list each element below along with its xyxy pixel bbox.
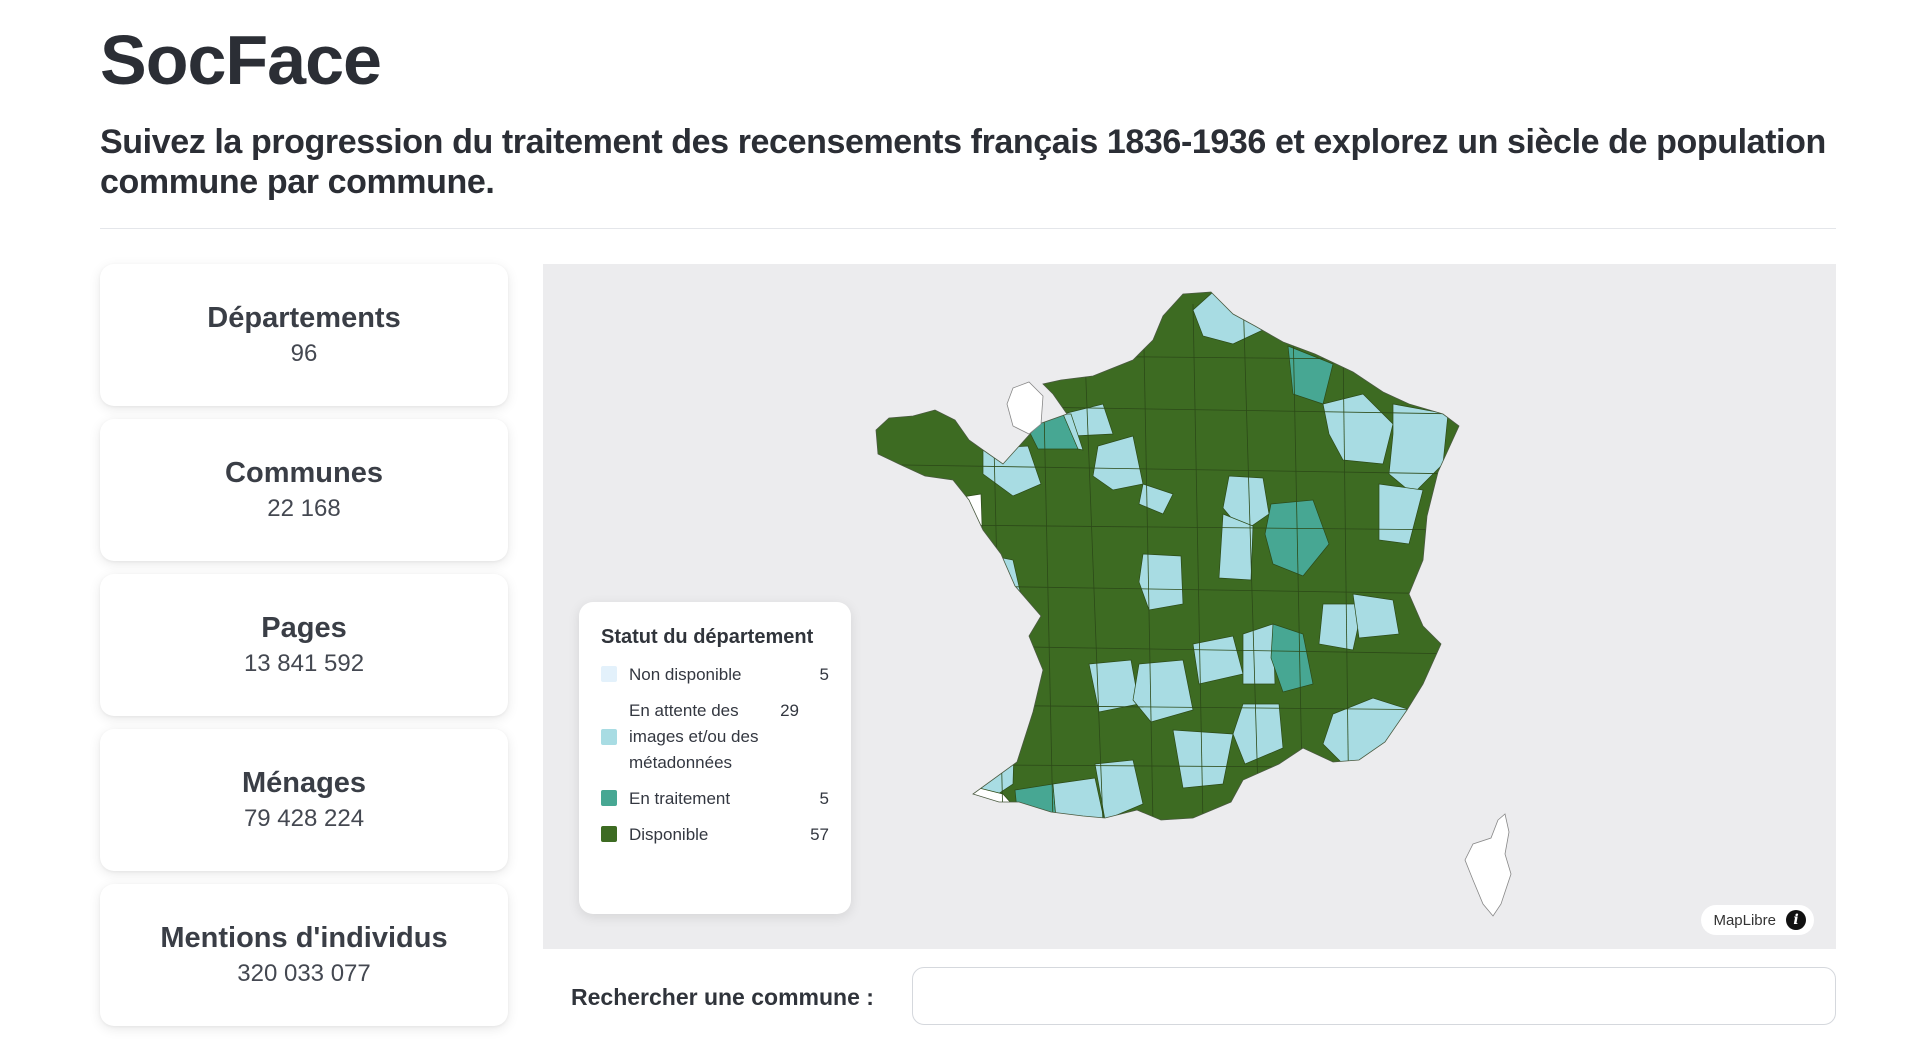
stat-value: 320 033 077 <box>237 960 371 987</box>
france-map[interactable]: Statut du département Non disponible 5 E… <box>543 264 1836 949</box>
stat-value: 79 428 224 <box>243 805 365 832</box>
app-title: SocFace <box>100 21 382 99</box>
legend-count: 5 <box>819 665 829 684</box>
legend-item-non-disponible: Non disponible 5 <box>601 662 829 688</box>
legend-label: Disponible <box>629 825 709 844</box>
legend-label: En attente des images et/ou des métadonn… <box>629 701 759 772</box>
stat-card-departements: Départements 96 <box>100 264 508 406</box>
legend-count: 57 <box>810 825 829 844</box>
legend-swatch <box>601 826 617 842</box>
attribution-text[interactable]: MapLibre <box>1713 911 1776 929</box>
stat-label: Ménages <box>241 767 367 799</box>
stat-value: 96 <box>290 340 318 367</box>
stat-card-pages: Pages 13 841 592 <box>100 574 508 716</box>
legend-swatch <box>601 666 617 682</box>
search-label: Rechercher une commune : <box>571 984 874 1010</box>
stat-value: 22 168 <box>267 495 341 522</box>
legend-swatch <box>601 790 617 806</box>
legend-label: En traitement <box>629 789 731 808</box>
info-icon[interactable]: i <box>1786 910 1806 930</box>
stats-panel: Départements 96 Communes 22 168 Pages 13… <box>100 264 508 1039</box>
stat-label: Mentions d'individus <box>160 922 448 954</box>
legend-item-en-traitement: En traitement 5 <box>601 786 829 812</box>
map-legend: Statut du département Non disponible 5 E… <box>579 602 851 914</box>
stat-card-communes: Communes 22 168 <box>100 419 508 561</box>
page-subtitle: Suivez la progression du traitement des … <box>100 123 1826 201</box>
legend-count: 5 <box>819 789 829 808</box>
legend-title: Statut du département <box>601 626 814 648</box>
stat-label: Pages <box>261 612 347 644</box>
stat-value: 13 841 592 <box>243 650 365 677</box>
page-header: SocFace Suivez la progression du traitem… <box>100 20 1836 202</box>
legend-count: 29 <box>780 701 799 720</box>
legend-label: Non disponible <box>629 665 742 684</box>
stat-label: Départements <box>207 302 401 334</box>
stat-card-menages: Ménages 79 428 224 <box>100 729 508 871</box>
map-attribution[interactable]: MapLibre i <box>1701 905 1814 935</box>
legend-swatch <box>601 729 617 745</box>
commune-search-input[interactable] <box>912 967 1836 1025</box>
departments-map[interactable] <box>543 264 1836 949</box>
stat-card-mentions: Mentions d'individus 320 033 077 <box>100 884 508 1026</box>
stat-label: Communes <box>225 457 383 489</box>
header-divider <box>100 228 1836 229</box>
legend-item-disponible: Disponible 57 <box>601 822 829 848</box>
legend-item-en-attente: En attente des images et/ou des métadonn… <box>601 698 829 776</box>
